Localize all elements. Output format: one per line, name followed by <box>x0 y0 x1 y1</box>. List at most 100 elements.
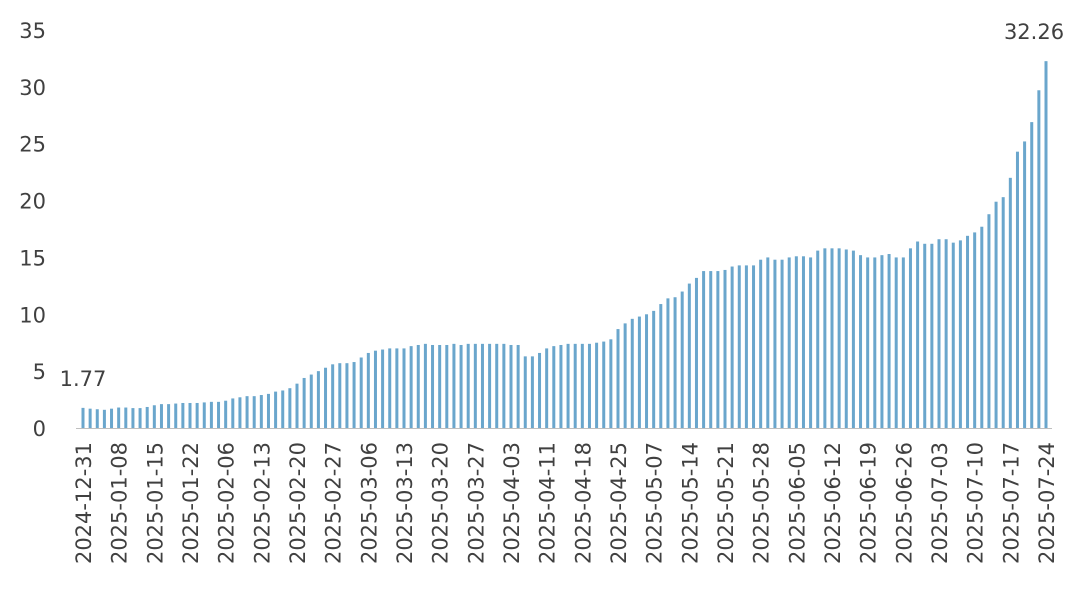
bar <box>217 401 221 428</box>
bar <box>916 241 920 428</box>
y-tick-label: 15 <box>19 246 46 270</box>
bar <box>673 297 677 428</box>
bar <box>744 265 748 428</box>
bar <box>452 343 456 428</box>
x-tick-label: 2025-05-14 <box>678 442 702 564</box>
bar <box>295 383 299 428</box>
bar <box>1037 90 1041 429</box>
bar <box>338 363 342 428</box>
bar <box>573 343 577 428</box>
x-tick-label: 2025-03-20 <box>429 442 453 564</box>
bar <box>901 257 905 428</box>
bar <box>687 283 691 428</box>
bar <box>502 343 506 428</box>
x-tick-label: 2025-06-05 <box>785 442 809 564</box>
bar <box>1015 151 1019 428</box>
bar <box>438 344 442 428</box>
bar <box>602 341 606 428</box>
bar <box>623 323 627 428</box>
bar <box>202 402 206 428</box>
bar <box>509 344 513 428</box>
bar <box>837 248 841 428</box>
x-tick-label: 2025-04-11 <box>536 442 560 564</box>
x-tick-label: 2025-01-22 <box>179 442 203 564</box>
bar <box>552 346 556 428</box>
y-tick-label: 10 <box>19 303 46 327</box>
y-tick-label: 25 <box>19 133 46 157</box>
bar <box>195 402 199 428</box>
bar <box>816 250 820 428</box>
x-tick-label: 2025-05-07 <box>643 442 667 564</box>
bar <box>859 255 863 428</box>
x-tick-label: 2025-07-17 <box>999 442 1023 564</box>
bar <box>887 254 891 428</box>
bar <box>680 291 684 428</box>
bar <box>973 232 977 428</box>
bar <box>1023 141 1027 428</box>
bar <box>587 343 591 428</box>
x-tick-label: 2025-02-27 <box>322 442 346 564</box>
bar <box>616 329 620 428</box>
bar <box>224 400 228 428</box>
bar <box>152 405 156 428</box>
bar <box>866 257 870 428</box>
bar <box>787 257 791 428</box>
bar <box>288 388 292 428</box>
bar <box>117 407 121 428</box>
bar <box>381 349 385 428</box>
bar <box>987 214 991 428</box>
bar <box>944 239 948 428</box>
bar <box>480 343 484 428</box>
bar <box>167 404 171 428</box>
y-tick-label: 30 <box>19 76 46 100</box>
data-label: 32.26 <box>1004 20 1064 44</box>
bar <box>559 344 563 428</box>
bar <box>937 239 941 428</box>
bar <box>908 248 912 428</box>
x-tick-label: 2025-04-18 <box>571 442 595 564</box>
bar <box>445 344 449 428</box>
bar <box>730 266 734 428</box>
bar <box>530 356 534 428</box>
bar <box>495 343 499 428</box>
bar <box>637 316 641 428</box>
bar <box>459 344 463 428</box>
bar <box>88 408 92 428</box>
bar <box>1044 61 1048 428</box>
bar <box>666 298 670 428</box>
bar <box>402 348 406 428</box>
x-tick-label: 2025-04-03 <box>500 442 524 564</box>
bar <box>873 257 877 428</box>
bar <box>994 201 998 428</box>
y-tick-label: 20 <box>19 190 46 214</box>
x-tick-label: 2025-07-10 <box>964 442 988 564</box>
y-tick-label: 0 <box>33 417 46 441</box>
bar <box>966 235 970 428</box>
bar <box>366 352 370 428</box>
x-tick-label: 2025-07-24 <box>1035 442 1059 564</box>
bar <box>930 243 934 428</box>
bar <box>102 409 106 428</box>
bar <box>331 364 335 428</box>
bar <box>373 350 377 428</box>
bar <box>652 310 656 428</box>
bar <box>388 348 392 428</box>
x-tick-label: 2025-01-08 <box>108 442 132 564</box>
bar <box>231 398 235 428</box>
bar <box>416 344 420 428</box>
bar <box>352 362 356 428</box>
bar <box>145 406 149 428</box>
bar <box>951 242 955 428</box>
bar <box>702 271 706 428</box>
bar <box>609 339 613 428</box>
bar <box>630 318 634 428</box>
bar <box>830 248 834 428</box>
x-tick-label: 2025-05-28 <box>750 442 774 564</box>
x-tick-label: 2025-07-03 <box>928 442 952 564</box>
data-label: 1.77 <box>60 367 107 391</box>
bar <box>595 342 599 428</box>
bar <box>1001 197 1005 428</box>
bar <box>252 396 256 428</box>
bar <box>159 404 163 428</box>
bar <box>823 248 827 428</box>
